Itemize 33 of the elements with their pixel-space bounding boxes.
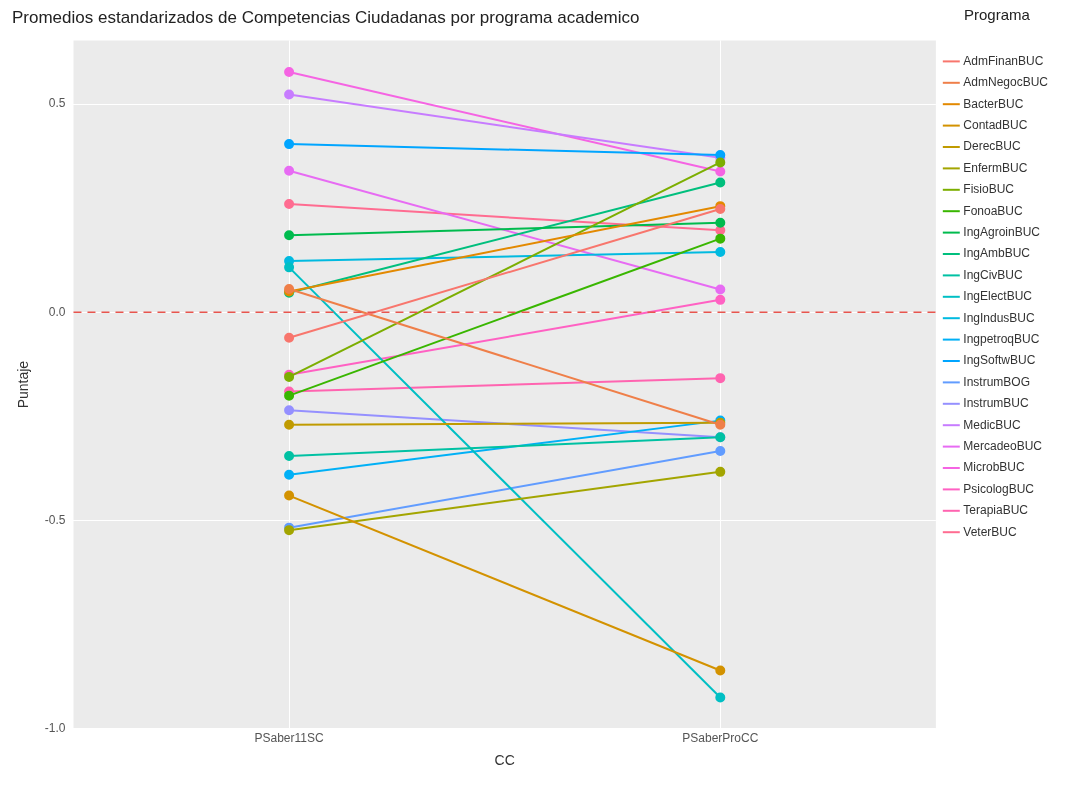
legend-label: PsicologBUC (963, 481, 1035, 496)
legend-label: MicrobBUC (963, 460, 1025, 475)
legend-label: IngAmbBUC (963, 246, 1031, 261)
y-tick-label: -0.5 (44, 512, 66, 527)
legend-label: AdmFinanBUC (963, 53, 1044, 68)
legend-label: IngIndusBUC (963, 310, 1036, 325)
legend-label: MedicBUC (963, 417, 1021, 432)
legend-label: VeterBUC (963, 524, 1017, 539)
legend-label: EnfermBUC (963, 160, 1028, 175)
x-tick-label: PSaberProCC (682, 731, 759, 746)
legend-label: IngCivBUC (963, 267, 1023, 282)
x-tick-label: PSaber11SC (254, 731, 324, 746)
legend-label: IngSoftwBUC (963, 353, 1036, 368)
x-axis-title: CC (494, 752, 515, 769)
y-tick-label: -1.0 (44, 721, 66, 736)
legend-label: MercadeoBUC (963, 438, 1043, 453)
legend-label: IngpetroqBUC (963, 331, 1040, 346)
legend-label: ContadBUC (963, 117, 1028, 132)
chart-title: Promedios estandarizados de Competencias Ciudadanas por programa academico (12, 7, 640, 27)
y-tick-label: 0.0 (48, 304, 66, 319)
y-tick-label: 0.5 (48, 96, 66, 111)
legend-label: InstrumBUC (963, 396, 1029, 411)
legend-label: AdmNegocBUC (963, 75, 1049, 90)
y-axis-title: Puntaje (15, 360, 32, 409)
legend-label: InstrumBOG (963, 374, 1030, 389)
legend-label: BacterBUC (963, 96, 1024, 111)
legend-title: Programa (964, 5, 1031, 23)
legend-label: TerapiaBUC (963, 503, 1029, 518)
legend-label: IngElectBUC (963, 289, 1033, 304)
legend-label: DerecBUC (963, 139, 1021, 154)
legend-label: FonoaBUC (963, 203, 1023, 218)
legend-label: IngAgroinBUC (963, 224, 1041, 239)
legend-label: FisioBUC (963, 182, 1015, 197)
